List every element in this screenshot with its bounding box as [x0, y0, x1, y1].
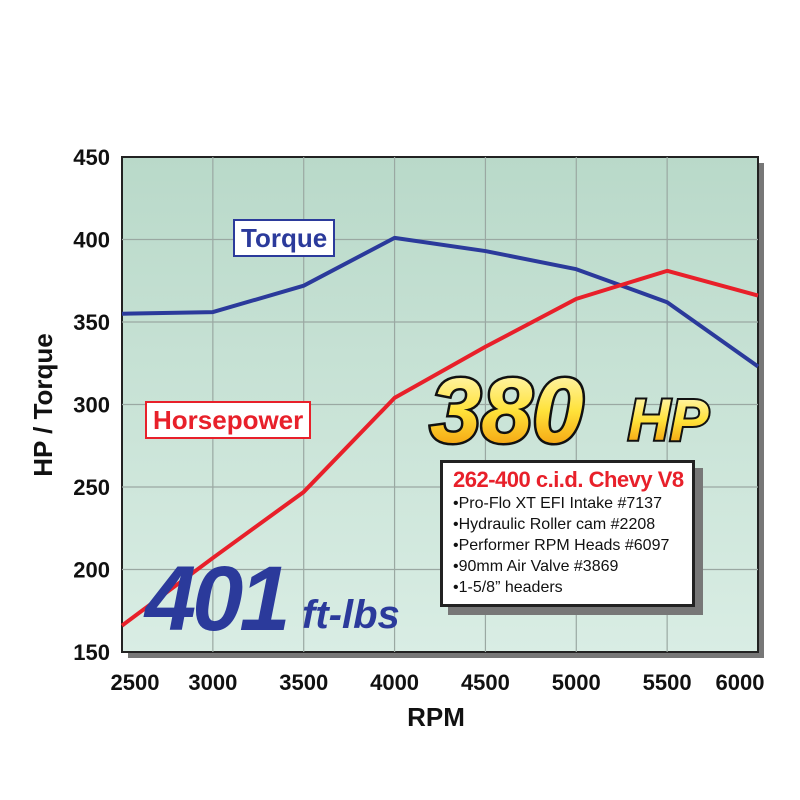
spec-item: 1-5/8” headers — [453, 577, 684, 598]
x-tick-label: 3000 — [188, 670, 237, 695]
legend-torque: Torque — [233, 219, 336, 257]
y-axis-label: HP / Torque — [28, 333, 58, 477]
y-tick-label: 450 — [73, 145, 110, 170]
spec-item: Performer RPM Heads #6097 — [453, 535, 684, 556]
spec-title: 262-400 c.i.d. Chevy V8 — [453, 467, 684, 492]
spec-box: 262-400 c.i.d. Chevy V8 Pro-Flo XT EFI I… — [440, 460, 695, 607]
x-tick-label: 3500 — [279, 670, 328, 695]
hp-value: 380 — [430, 360, 584, 462]
spec-item: Hydraulic Roller cam #2208 — [453, 514, 684, 535]
legend-horsepower: Horsepower — [145, 401, 312, 439]
x-axis-label: RPM — [407, 702, 465, 732]
torque-value: 401 — [143, 548, 287, 650]
y-tick-label: 150 — [73, 640, 110, 665]
spec-item: Pro-Flo XT EFI Intake #7137 — [453, 493, 684, 514]
x-tick-label: 5000 — [552, 670, 601, 695]
x-tick-label: 2500 — [111, 670, 160, 695]
y-tick-label: 300 — [73, 393, 110, 418]
series-line-horsepower — [120, 268, 759, 628]
x-tick-label: 6000 — [716, 670, 765, 695]
spec-item: 90mm Air Valve #3869 — [453, 556, 684, 577]
hp-unit: HP — [628, 388, 709, 453]
hp-callout: 380 HP — [428, 358, 711, 465]
series-line-torque — [121, 235, 760, 369]
y-tick-label: 400 — [73, 228, 110, 253]
torque-unit: ft-lbs — [302, 593, 400, 637]
y-tick-label: 200 — [73, 558, 110, 583]
x-tick-label: 4000 — [370, 670, 419, 695]
torque-callout: 401 ft-lbs — [143, 548, 400, 650]
x-tick-label: 5500 — [643, 670, 692, 695]
y-tick-label: 350 — [73, 310, 110, 335]
y-tick-label: 250 — [73, 475, 110, 500]
x-tick-label: 4500 — [461, 670, 510, 695]
